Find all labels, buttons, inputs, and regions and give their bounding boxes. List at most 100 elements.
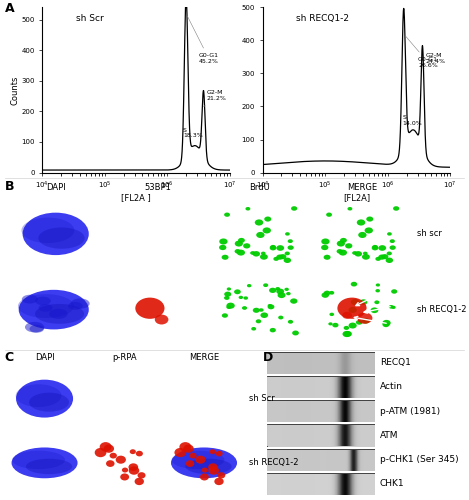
Circle shape (287, 246, 294, 250)
Circle shape (288, 320, 293, 324)
Circle shape (270, 328, 276, 332)
Circle shape (227, 288, 231, 290)
Circle shape (263, 284, 268, 287)
Circle shape (243, 296, 248, 300)
Circle shape (393, 206, 399, 210)
Circle shape (256, 232, 265, 238)
Circle shape (390, 239, 395, 243)
Text: S
14.0%: S 14.0% (402, 115, 423, 126)
Circle shape (290, 298, 297, 304)
Circle shape (275, 287, 280, 290)
Circle shape (371, 246, 378, 250)
Circle shape (180, 442, 191, 452)
Circle shape (390, 246, 396, 250)
Circle shape (344, 326, 349, 330)
Circle shape (351, 299, 359, 305)
Circle shape (136, 451, 143, 456)
Ellipse shape (18, 294, 74, 318)
Circle shape (183, 444, 194, 453)
Text: p-ATM (1981): p-ATM (1981) (380, 406, 440, 416)
Circle shape (345, 243, 352, 248)
Circle shape (221, 254, 228, 260)
Circle shape (189, 452, 197, 458)
Text: p-CHK1 (Ser 345): p-CHK1 (Ser 345) (380, 455, 459, 464)
Circle shape (224, 292, 231, 297)
Circle shape (243, 243, 250, 248)
Circle shape (110, 452, 117, 458)
Circle shape (255, 220, 263, 226)
Circle shape (382, 322, 389, 327)
Text: RECQ1: RECQ1 (380, 358, 411, 367)
Circle shape (286, 292, 291, 296)
Circle shape (269, 288, 276, 293)
Ellipse shape (172, 450, 225, 469)
Circle shape (284, 288, 289, 291)
Circle shape (250, 251, 255, 255)
Circle shape (95, 448, 106, 457)
Circle shape (371, 308, 378, 313)
Circle shape (234, 249, 241, 254)
Circle shape (260, 254, 268, 260)
Circle shape (202, 468, 208, 472)
Circle shape (363, 252, 368, 255)
Circle shape (252, 251, 260, 256)
Circle shape (375, 289, 380, 292)
Circle shape (130, 449, 136, 454)
Circle shape (276, 245, 284, 251)
Circle shape (337, 249, 343, 254)
Circle shape (378, 245, 386, 251)
Circle shape (273, 257, 279, 261)
Circle shape (337, 240, 345, 246)
Circle shape (106, 460, 114, 467)
Circle shape (224, 212, 230, 217)
Circle shape (292, 330, 299, 336)
Circle shape (337, 298, 367, 319)
Ellipse shape (23, 212, 89, 255)
Circle shape (208, 464, 218, 471)
Circle shape (332, 323, 339, 328)
Ellipse shape (12, 450, 65, 469)
Circle shape (174, 448, 186, 457)
Text: ATM: ATM (380, 431, 398, 440)
Text: C: C (5, 351, 14, 364)
Ellipse shape (30, 325, 44, 332)
Circle shape (222, 314, 228, 318)
Circle shape (259, 308, 264, 312)
Circle shape (291, 206, 297, 210)
Circle shape (372, 245, 378, 249)
Circle shape (348, 322, 357, 328)
Circle shape (264, 216, 271, 222)
Circle shape (351, 282, 357, 286)
Circle shape (256, 320, 261, 324)
Circle shape (129, 466, 139, 474)
Text: G0-G1
26.6%: G0-G1 26.6% (406, 36, 438, 68)
Ellipse shape (12, 448, 77, 478)
Circle shape (366, 216, 373, 222)
Circle shape (216, 451, 223, 456)
Circle shape (355, 251, 362, 256)
Circle shape (267, 304, 274, 310)
Circle shape (242, 306, 247, 310)
Ellipse shape (38, 304, 53, 312)
Circle shape (135, 478, 144, 485)
Ellipse shape (38, 228, 85, 248)
Circle shape (358, 232, 367, 238)
Ellipse shape (68, 302, 83, 310)
Circle shape (219, 245, 227, 250)
Circle shape (137, 472, 145, 478)
Circle shape (386, 258, 393, 263)
Ellipse shape (185, 458, 232, 474)
Text: B: B (5, 180, 14, 193)
Ellipse shape (29, 392, 69, 411)
Circle shape (321, 245, 328, 250)
Text: p-RPA: p-RPA (112, 354, 136, 362)
Circle shape (352, 251, 357, 255)
Text: S
18.3%: S 18.3% (183, 128, 203, 138)
Circle shape (235, 240, 243, 246)
Circle shape (356, 320, 363, 324)
Circle shape (100, 442, 112, 452)
Circle shape (210, 449, 216, 454)
Ellipse shape (19, 290, 89, 330)
Circle shape (155, 314, 168, 324)
Text: 53BP1: 53BP1 (144, 183, 171, 192)
